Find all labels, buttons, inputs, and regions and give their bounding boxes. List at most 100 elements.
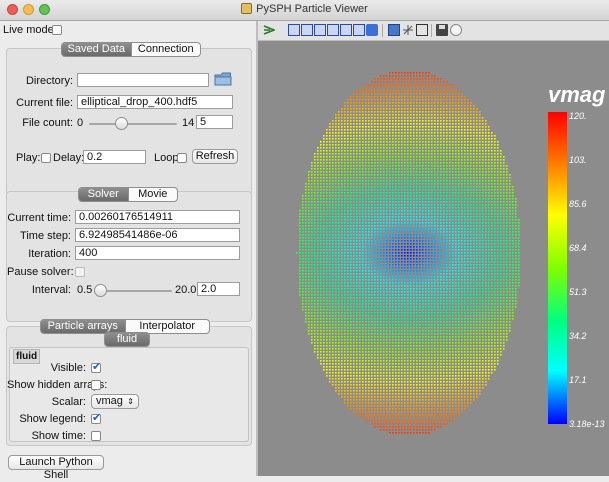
particle <box>449 99 451 101</box>
particle <box>353 93 355 95</box>
particle <box>491 222 493 224</box>
particle <box>302 237 304 239</box>
particle <box>392 150 394 152</box>
live-mode-checkbox[interactable] <box>52 25 62 35</box>
particle <box>317 297 319 299</box>
particle <box>434 204 436 206</box>
loop-checkbox[interactable] <box>177 153 187 163</box>
view-minus-x-icon[interactable] <box>301 24 313 36</box>
particle <box>338 282 340 284</box>
view-minus-z-icon[interactable] <box>353 24 365 36</box>
show-time-checkbox[interactable] <box>91 431 101 441</box>
particle <box>341 210 343 212</box>
interval-slider-knob[interactable] <box>94 284 108 297</box>
current-time-input[interactable]: 0.00260176514911 <box>75 210 240 224</box>
scene-view[interactable]: vmag 120. 103. 85.6 68.4 51.3 34.2 17.1 3.18e-1… <box>258 41 609 476</box>
particle <box>470 297 472 299</box>
iteration-input[interactable]: 400 <box>75 246 240 260</box>
particle <box>350 243 352 245</box>
view-y-icon[interactable] <box>314 24 326 36</box>
play-checkbox[interactable] <box>41 153 51 163</box>
particle <box>479 264 481 266</box>
particle <box>356 180 358 182</box>
particle <box>395 153 397 155</box>
particle <box>326 288 328 290</box>
tab-fluid-array[interactable]: fluid <box>105 333 149 346</box>
particle <box>512 303 514 305</box>
close-window-button[interactable] <box>7 4 18 15</box>
particle <box>452 129 454 131</box>
tab-movie[interactable]: Movie <box>127 188 178 201</box>
particle <box>374 240 376 242</box>
parallel-projection-icon[interactable] <box>388 24 400 36</box>
delay-input[interactable]: 0.2 <box>83 150 146 164</box>
pause-solver-checkbox[interactable] <box>75 267 85 277</box>
show-legend-checkbox[interactable] <box>91 411 101 424</box>
view-minus-y-icon[interactable] <box>327 24 339 36</box>
particle <box>407 180 409 182</box>
particle <box>476 213 478 215</box>
scalar-select[interactable]: vmag ⇕ <box>91 394 139 409</box>
particle <box>425 264 427 266</box>
zoom-window-button[interactable] <box>39 4 50 15</box>
particle <box>497 141 499 143</box>
current-file-input[interactable]: elliptical_drop_400.hdf5 <box>77 95 233 109</box>
save-icon[interactable] <box>436 24 448 36</box>
particle <box>395 99 397 101</box>
tab-saved-data[interactable]: Saved Data <box>62 43 131 56</box>
tab-particle-arrays[interactable]: Particle arrays <box>41 320 125 333</box>
particle <box>485 291 487 293</box>
particle <box>443 105 445 107</box>
particle <box>341 279 343 281</box>
particle <box>335 165 337 167</box>
tab-solver[interactable]: Solver <box>79 188 128 201</box>
particle <box>332 153 334 155</box>
particle <box>467 153 469 155</box>
particle <box>314 300 316 302</box>
particle <box>512 297 514 299</box>
tab-interpolator[interactable]: Interpolator <box>124 320 210 333</box>
minimize-window-button[interactable] <box>23 4 34 15</box>
fullscreen-icon[interactable] <box>416 24 428 36</box>
particle <box>404 279 406 281</box>
particle <box>497 243 499 245</box>
particle <box>485 123 487 125</box>
particle <box>362 123 364 125</box>
particle <box>440 90 442 92</box>
interval-slider[interactable] <box>94 290 172 292</box>
panel-splitter[interactable] <box>256 21 258 476</box>
particle <box>377 141 379 143</box>
interval-input[interactable]: 2.0 <box>197 282 240 296</box>
file-count-slider-knob[interactable] <box>114 117 128 130</box>
particle <box>506 198 508 200</box>
visible-checkbox[interactable] <box>91 360 101 373</box>
particle <box>464 135 466 137</box>
particle <box>314 156 316 158</box>
particle <box>374 243 376 245</box>
axes-icon[interactable] <box>402 24 414 36</box>
folder-icon[interactable] <box>214 72 232 86</box>
pipeline-icon[interactable] <box>263 24 277 36</box>
particle <box>326 213 328 215</box>
show-hidden-checkbox[interactable] <box>91 380 101 390</box>
particle <box>464 216 466 218</box>
particle <box>482 243 484 245</box>
particle <box>386 201 388 203</box>
tab-connection[interactable]: Connection <box>130 43 201 56</box>
directory-input[interactable] <box>77 73 209 87</box>
particle <box>326 171 328 173</box>
particle <box>425 153 427 155</box>
particle <box>425 75 427 77</box>
isometric-icon[interactable] <box>366 24 378 36</box>
particle <box>473 204 475 206</box>
view-x-icon[interactable] <box>288 24 300 36</box>
file-count-input[interactable]: 5 <box>196 115 233 129</box>
view-z-icon[interactable] <box>340 24 352 36</box>
time-step-input[interactable]: 6.92498541486e-06 <box>75 228 240 242</box>
particle <box>347 150 349 152</box>
particle <box>437 261 439 263</box>
launch-python-shell-button[interactable]: Launch Python Shell <box>8 455 104 481</box>
scene-config-icon[interactable] <box>450 24 462 36</box>
file-count-slider[interactable] <box>89 123 177 125</box>
refresh-button[interactable]: Refresh <box>192 149 238 164</box>
